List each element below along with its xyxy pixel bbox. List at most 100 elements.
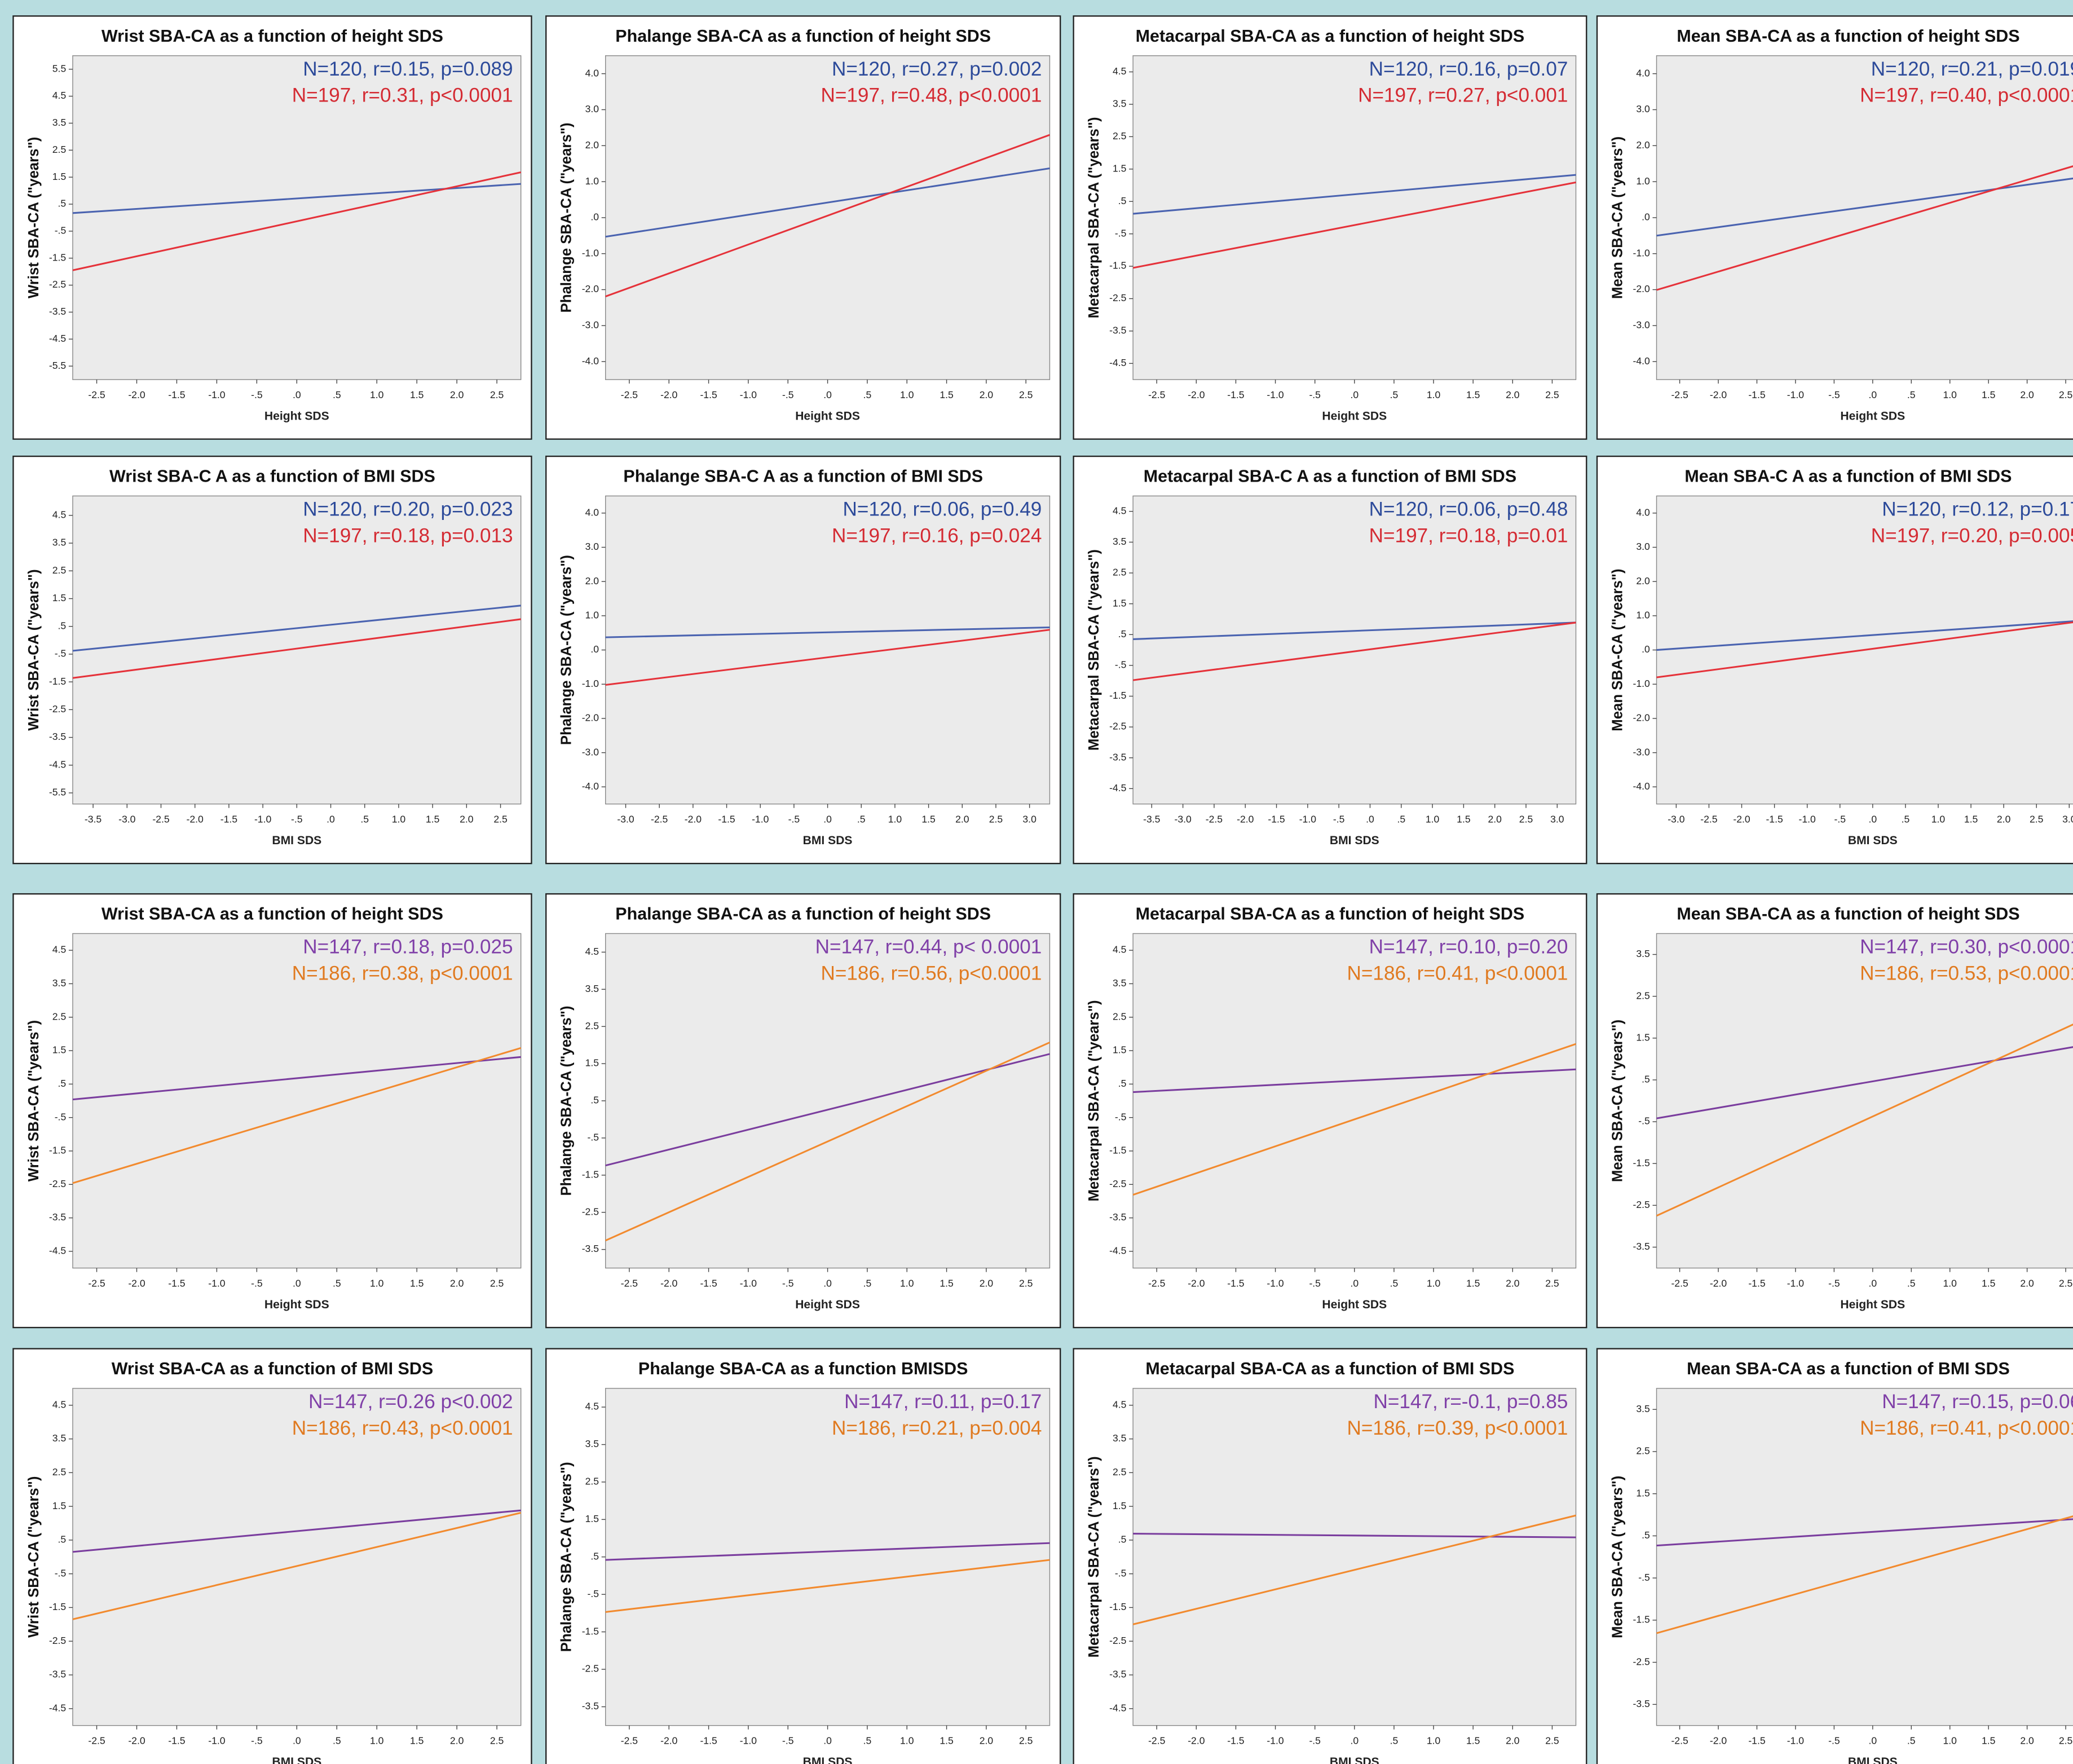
chart-panel: Wrist SBA-CA as a function of height SDS… (12, 15, 532, 440)
x-tick-label: -1.0 (1787, 1735, 1805, 1746)
y-tick-label: 1.5 (585, 1513, 599, 1524)
y-tick-label: -4.0 (1633, 355, 1650, 367)
y-tick-label: -4.5 (1109, 782, 1127, 793)
fit-line (605, 1542, 1050, 1561)
x-tick-label: -2.5 (1671, 389, 1688, 400)
x-tick-label: -1.5 (168, 1735, 186, 1746)
y-axis-label: Wrist SBA-CA ("years") (26, 1476, 42, 1638)
x-tick-label: 2.0 (2020, 1277, 2034, 1289)
y-tick-label: .5 (1118, 1078, 1127, 1089)
stats-annotation: N=147, r=0.26 p<0.002 (308, 1391, 513, 1413)
y-tick-label: -3.0 (582, 319, 599, 330)
fit-line (72, 1047, 522, 1184)
plot-area (1132, 933, 1577, 1269)
x-tick-label: 2.0 (1997, 813, 2011, 824)
x-tick-label: -2.5 (1671, 1735, 1688, 1746)
fit-line (72, 605, 521, 652)
x-axis-label: Height SDS (795, 1298, 860, 1311)
y-tick-label: -2.5 (1109, 1635, 1127, 1646)
x-tick-label: -1.0 (1267, 389, 1284, 400)
fit-line (1656, 621, 2073, 678)
chart-panel: Mean SBA-CA as a function of height SDS 4… (1596, 15, 2073, 440)
chart-title: Mean SBA-C A as a function of BMI SDS (1684, 467, 2012, 486)
y-tick-label: -3.5 (49, 731, 67, 742)
chart-panel: Mean SBA-C A as a function of BMI SDS 4.0… (1596, 455, 2073, 865)
x-tick-label: 1.5 (410, 389, 424, 400)
y-axis-label: Metacarpal SBA-CA ("years") (1086, 1000, 1102, 1201)
x-tick-label: -3.5 (85, 813, 102, 824)
y-tick-label: -.5 (1115, 1111, 1127, 1122)
x-tick-label: 2.0 (1506, 1277, 1520, 1289)
x-tick-label: 1.5 (1964, 813, 1978, 824)
y-tick-label: 4.5 (585, 1401, 599, 1412)
stats-annotation: N=147, r=0.18, p=0.025 (303, 936, 513, 958)
y-tick-label: -1.5 (1109, 1601, 1127, 1612)
y-tick-label: 1.5 (52, 171, 67, 182)
stats-annotation: N=120, r=0.27, p=0.002 (832, 58, 1042, 80)
fit-line (1133, 1533, 1576, 1538)
chart-panel: Wrist SBA-CA as a function of BMI SDS 4.5… (12, 1348, 532, 1764)
x-axis-label: BMI SDS (1848, 1756, 1898, 1764)
x-tick-label: 1.5 (921, 813, 936, 824)
x-tick-label: -2.0 (1710, 1735, 1727, 1746)
x-tick-label: 1.0 (370, 1735, 384, 1746)
x-tick-label: .5 (1907, 1277, 1916, 1289)
y-tick-label: 3.5 (1636, 1403, 1650, 1414)
y-tick-label: 4.5 (1113, 1399, 1127, 1410)
fit-line (1132, 1514, 1576, 1625)
x-tick-label: -1.0 (1787, 389, 1805, 400)
x-tick-label: .5 (1390, 1735, 1399, 1746)
x-tick-label: -2.5 (1148, 1277, 1166, 1289)
y-tick-label: 1.5 (52, 592, 67, 603)
y-tick-label: -3.5 (1109, 325, 1127, 336)
y-tick-label: .5 (58, 1078, 67, 1089)
x-tick-label: -1.5 (1227, 389, 1245, 400)
y-tick-label: .5 (58, 1534, 67, 1545)
y-tick-label: 2.5 (585, 1476, 599, 1487)
y-tick-label: -1.0 (582, 678, 599, 689)
stats-annotation: N=197, r=0.31, p<0.0001 (292, 85, 513, 107)
y-tick-label: 4.5 (585, 946, 599, 957)
x-tick-label: 2.5 (490, 1735, 504, 1746)
x-tick-label: -2.0 (660, 389, 678, 400)
fit-line (1133, 174, 1576, 215)
x-tick-label: 1.0 (1931, 813, 1946, 824)
x-tick-label: 1.5 (940, 1277, 954, 1289)
x-tick-label: 2.5 (2030, 813, 2044, 824)
y-tick-label: -.5 (1115, 227, 1127, 239)
x-tick-label: 1.0 (888, 813, 902, 824)
chart-panel: Metacarpal SBA-CA as a function of heigh… (1073, 893, 1587, 1329)
x-tick-label: -1.0 (1799, 813, 1816, 824)
y-tick-label: 3.5 (1636, 948, 1650, 959)
x-tick-label: -1.0 (1787, 1277, 1805, 1289)
y-tick-label: -1.0 (1633, 678, 1650, 689)
y-tick-label: 1.0 (585, 610, 599, 621)
x-tick-label: -2.0 (187, 813, 204, 824)
fit-line (72, 1056, 521, 1101)
x-tick-label: -1.0 (208, 1277, 226, 1289)
x-tick-label: .5 (360, 813, 369, 824)
y-tick-label: -.5 (1115, 1567, 1127, 1578)
x-tick-label: .0 (1350, 1735, 1359, 1746)
x-tick-label: 2.0 (2020, 1735, 2034, 1746)
x-axis-label: BMI SDS (1330, 1756, 1379, 1764)
x-tick-label: 1.0 (1943, 1735, 1957, 1746)
chart-panel: Metacarpal SBA-CA as a function of heigh… (1073, 15, 1587, 440)
y-axis-label: Metacarpal SBA-CA ("years") (1086, 1456, 1102, 1657)
y-tick-label: 3.5 (52, 977, 67, 989)
x-tick-label: -.5 (1828, 1735, 1840, 1746)
y-axis-label: Phalange SBA-CA ("years") (559, 1006, 575, 1196)
x-tick-label: .0 (1366, 813, 1374, 824)
y-tick-label: 4.5 (1113, 65, 1127, 77)
x-tick-label: .5 (857, 813, 866, 824)
x-tick-label: -1.5 (1227, 1277, 1245, 1289)
y-tick-label: -.5 (55, 1567, 67, 1578)
fit-line (1132, 181, 1576, 269)
y-axis-label: Mean SBA-CA ("years") (1609, 568, 1625, 731)
y-tick-label: 1.5 (1113, 1500, 1127, 1511)
x-tick-label: 2.0 (450, 1277, 464, 1289)
x-tick-label: -.5 (251, 389, 263, 400)
chart-panel: Phalange SBA-CA as a function BMISDS 4.5 3… (545, 1348, 1061, 1764)
y-tick-label: -3.5 (49, 1211, 67, 1223)
x-tick-label: .5 (863, 1277, 872, 1289)
